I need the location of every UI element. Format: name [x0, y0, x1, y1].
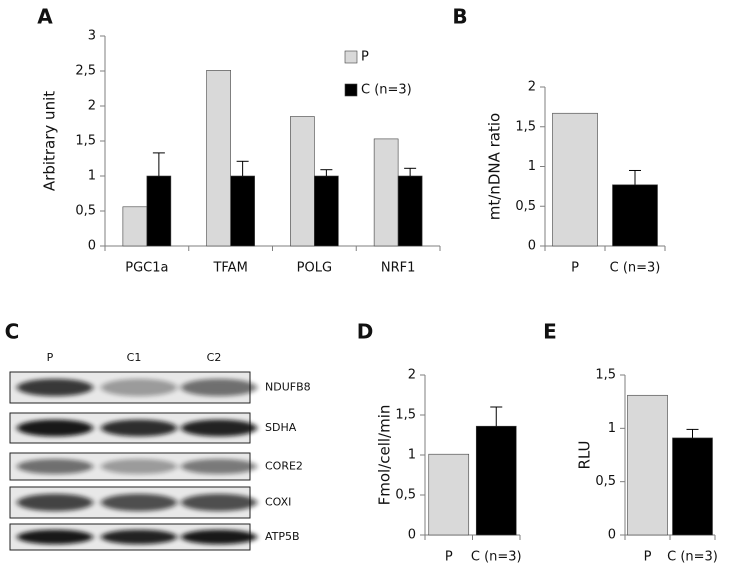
protein-label: SDHA	[265, 421, 297, 434]
y-tick-label: 2	[528, 80, 536, 95]
lane-label: P	[47, 351, 54, 364]
y-tick-label: 0	[408, 528, 416, 543]
y-axis-title: RLU	[576, 440, 594, 469]
panel-label: A	[37, 5, 53, 29]
blot-band	[101, 419, 177, 437]
blot-band	[181, 419, 257, 437]
x-tick-label: C (n=3)	[667, 550, 718, 565]
y-tick-label: 0,5	[395, 488, 416, 503]
blot-strip	[9, 371, 257, 404]
y-tick-label: 0,5	[75, 204, 96, 219]
bar	[122, 206, 148, 247]
blot-band	[101, 378, 177, 397]
blot-band	[101, 529, 177, 545]
x-tick-label: NRF1	[381, 261, 416, 276]
panel-label: C	[5, 320, 20, 344]
bar	[146, 175, 172, 247]
y-tick-label: 0	[528, 239, 536, 254]
x-tick-label: P	[644, 550, 652, 565]
blot-strip	[9, 523, 257, 551]
panel-label: B	[452, 5, 467, 29]
blot-strip	[9, 452, 257, 481]
y-tick-label: 2,5	[75, 64, 96, 79]
blot-band	[181, 493, 257, 512]
blot-band	[17, 458, 93, 475]
bar	[475, 425, 517, 536]
bar	[672, 437, 713, 536]
y-tick-label: 1,5	[515, 119, 536, 134]
blot-band	[17, 493, 93, 512]
blot-band	[181, 529, 257, 545]
x-tick-label: PGC1a	[125, 261, 168, 276]
y-axis-title: mt/nDNA ratio	[486, 113, 504, 220]
legend-swatch	[344, 83, 358, 97]
legend-label: C (n=3)	[361, 83, 412, 98]
panel-label: E	[543, 320, 557, 344]
x-tick-label: P	[445, 550, 453, 565]
y-tick-label: 0	[88, 239, 96, 254]
y-tick-label: 0,5	[595, 474, 616, 489]
blot-band	[101, 493, 177, 512]
x-tick-label: TFAM	[212, 261, 247, 276]
lane-label: C2	[207, 351, 222, 364]
legend-swatch	[344, 50, 358, 64]
bar	[552, 112, 598, 247]
y-tick-label: 2	[88, 99, 96, 114]
blot-strip	[9, 486, 257, 519]
bar	[612, 184, 658, 247]
x-tick-label: C (n=3)	[610, 261, 661, 276]
y-tick-label: 2	[408, 368, 416, 383]
y-tick-label: 1,5	[595, 368, 616, 383]
x-tick-label: C (n=3)	[471, 550, 522, 565]
bar	[627, 394, 668, 536]
bar	[397, 175, 423, 247]
protein-label: COXI	[265, 496, 291, 509]
bar	[206, 70, 231, 247]
protein-label: ATP5B	[265, 530, 300, 543]
y-tick-label: 1,5	[75, 134, 96, 149]
legend-label: P	[361, 50, 369, 65]
y-tick-label: 0,5	[515, 199, 536, 214]
panel-label: D	[357, 320, 374, 344]
bar	[230, 175, 255, 247]
blot-band	[17, 378, 93, 397]
protein-label: CORE2	[265, 460, 303, 473]
x-tick-label: P	[571, 261, 579, 276]
blot-band	[181, 378, 257, 397]
y-tick-label: 3	[88, 29, 96, 44]
bar	[428, 453, 470, 536]
bar	[314, 175, 339, 247]
blot-band	[17, 529, 93, 545]
y-tick-label: 1	[608, 421, 616, 436]
y-tick-label: 1,5	[395, 408, 416, 423]
blot-strip	[9, 412, 257, 444]
y-tick-label: 1	[408, 448, 416, 463]
bar	[373, 138, 399, 247]
blot-band	[101, 458, 177, 475]
lane-label: C1	[127, 351, 142, 364]
bar	[290, 116, 315, 247]
y-axis-title: Arbitrary unit	[41, 91, 59, 191]
y-axis-title: Fmol/cell/min	[376, 405, 394, 506]
y-tick-label: 1	[88, 169, 96, 184]
blot-band	[17, 419, 93, 437]
x-tick-label: POLG	[297, 261, 332, 276]
y-tick-label: 1	[528, 159, 536, 174]
protein-label: NDUFB8	[265, 381, 311, 394]
blot-band	[181, 458, 257, 475]
y-tick-label: 0	[608, 528, 616, 543]
